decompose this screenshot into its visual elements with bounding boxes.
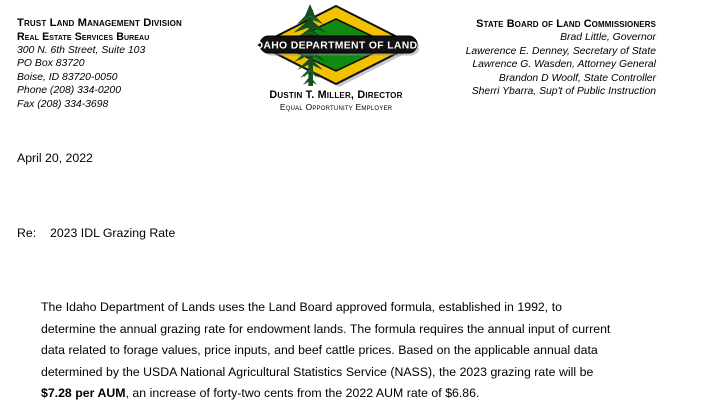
address-line-city: Boise, ID 83720-0050 <box>17 71 118 83</box>
address-line-street: 300 N. 6th Street, Suite 103 <box>17 45 146 56</box>
letter-date: April 20, 2022 <box>17 151 93 165</box>
land-board-title: State Board of Land Commissioners <box>476 18 656 30</box>
letterhead: Trust Land Management Division Real Esta… <box>0 0 713 122</box>
paragraph-text-part-1: The Idaho Department of Lands uses the L… <box>41 300 611 379</box>
board-member-state-controller: Brandon D Woolf, State Controller <box>498 72 656 84</box>
address-line-phone: Phone (208) 334-0200 <box>17 85 121 97</box>
board-member-secretary-of-state: Lawerence E. Denney, Secretary of State <box>465 45 656 57</box>
grazing-rate-bold: $7.28 per AUM <box>41 385 126 400</box>
address-line-fax: Fax (208) 334-3698 <box>17 98 109 110</box>
re-subject: 2023 IDL Grazing Rate <box>50 226 176 240</box>
paragraph-text-part-2: , an increase of forty-two cents from th… <box>125 385 480 400</box>
letterhead-center-block: IDAHO DEPARTMENT OF LANDS Dustin T. Mill… <box>243 2 429 113</box>
director-name: Dustin T. Miller, Director <box>269 89 403 101</box>
letterhead-right-block: State Board of Land Commissioners Brad L… <box>356 17 656 99</box>
address-line-pobox: PO Box 83720 <box>17 58 85 70</box>
division-name: Trust Land Management Division <box>17 17 182 29</box>
bureau-name: Real Estate Services Bureau <box>17 30 150 43</box>
letterhead-left-block: Trust Land Management Division Real Esta… <box>17 17 247 111</box>
logo-banner-text: IDAHO DEPARTMENT OF LANDS <box>252 40 425 51</box>
idaho-department-of-lands-logo: IDAHO DEPARTMENT OF LANDS <box>243 2 429 88</box>
logo-banner: IDAHO DEPARTMENT OF LANDS <box>252 35 425 56</box>
re-line: Re: 2023 IDL Grazing Rate <box>17 225 175 241</box>
re-label: Re: <box>17 226 37 240</box>
equal-opportunity-employer: Equal Opportunity Employer <box>279 102 393 112</box>
board-member-governor: Brad Little, Governor <box>560 32 656 43</box>
board-member-public-instruction: Sherri Ybarra, Sup't of Public Instructi… <box>471 86 656 98</box>
letter-body-paragraph: The Idaho Department of Lands uses the L… <box>41 297 617 404</box>
board-member-attorney-general: Lawrence G. Wasden, Attorney General <box>472 59 656 71</box>
